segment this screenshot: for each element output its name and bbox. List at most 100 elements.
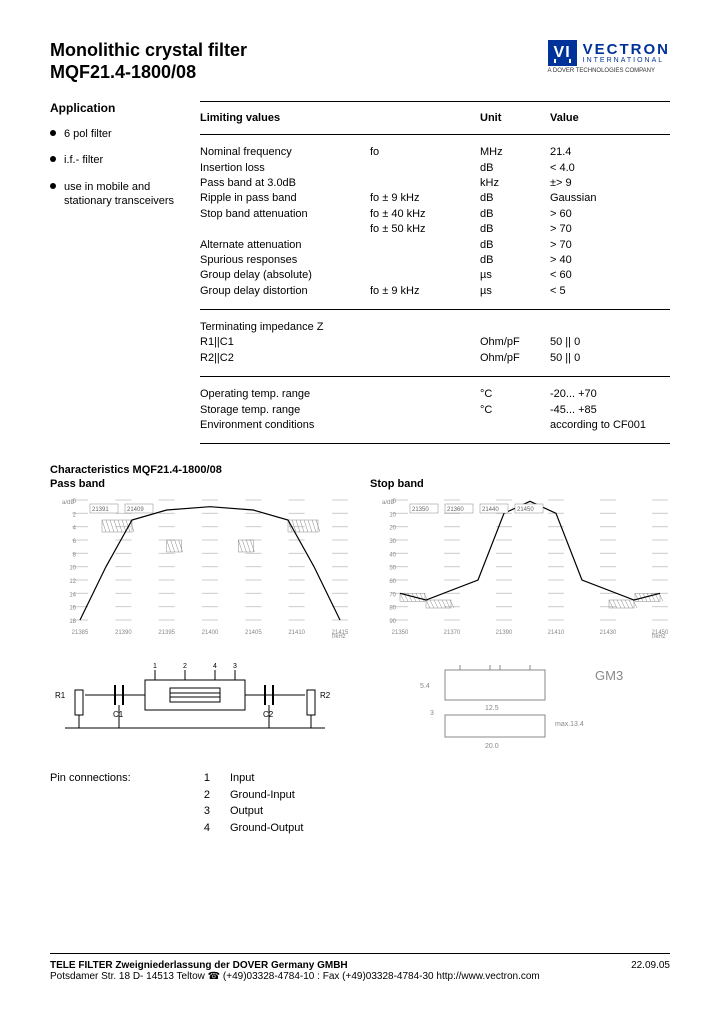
spec-unit: dB [480,207,550,222]
spec-row: R2||C2Ohm/pF50 || 0 [200,351,670,366]
svg-text:18: 18 [69,619,76,625]
spec-section-env: Operating temp. range°C-20... +70Storage… [200,376,670,444]
spec-value: > 40 [550,253,670,268]
spec-unit [480,418,550,433]
spec-param: Storage temp. range [200,403,370,418]
spec-cond [370,268,480,283]
spec-param: Operating temp. range [200,387,370,402]
spec-param: R2||C2 [200,351,370,366]
svg-text:21360: 21360 [447,507,464,513]
svg-text:R1: R1 [55,691,66,700]
spec-unit: dB [480,253,550,268]
spec-cond [370,176,480,191]
spec-row: Spurious responses dB> 40 [200,253,670,268]
spec-param: Ripple in pass band [200,191,370,206]
svg-text:2: 2 [183,663,187,670]
characteristics-title: Characteristics MQF21.4-1800/08 [50,464,670,476]
spec-value: > 70 [550,222,670,237]
spec-value: > 70 [550,238,670,253]
spec-unit: °C [480,387,550,402]
spec-table: Limiting values Unit Value Nominal frequ… [200,101,670,444]
stopband-label: Stop band [370,478,670,490]
svg-text:3: 3 [233,663,237,670]
svg-text:80: 80 [389,606,396,612]
spec-cond: fo ± 9 kHz [370,284,480,299]
spec-param: Spurious responses [200,253,370,268]
spec-unit: dB [480,191,550,206]
spec-row: Storage temp. range°C-45... +85 [200,403,670,418]
svg-text:10: 10 [389,513,396,519]
logo: VI VECTRON INTERNATIONAL A DOVER TECHNOL… [548,40,670,74]
svg-text:30: 30 [389,539,396,545]
passband-label: Pass band [50,478,350,490]
application-heading: Application [50,101,180,115]
spec-unit [480,320,550,335]
application-item: use in mobile and stationary transceiver… [50,180,180,209]
spec-row: Ripple in pass bandfo ± 9 kHzdBGaussian [200,191,670,206]
spec-cond [370,403,480,418]
spec-row: Group delay distortionfo ± 9 kHzµs< 5 [200,284,670,299]
spec-param: R1||C1 [200,335,370,350]
svg-text:C1: C1 [113,710,124,719]
svg-text:20.0: 20.0 [485,743,499,750]
svg-text:12: 12 [69,579,76,585]
svg-text:f/kHz: f/kHz [332,634,346,640]
header: Monolithic crystal filter MQF21.4-1800/0… [50,40,670,83]
application-item: i.f.- filter [50,153,180,167]
characteristics-section: Characteristics MQF21.4-1800/08 Pass ban… [50,464,670,640]
footer-date: 22.09.05 [631,960,670,971]
spec-row: Group delay (absolute)µs< 60 [200,268,670,283]
spec-h-value: Value [550,112,670,124]
spec-param: Nominal frequency [200,145,370,160]
spec-cond [370,161,480,176]
spec-unit: dB [480,222,550,237]
pin-connections: Pin connections: 1 Input 2Ground-Input 3… [50,770,670,836]
spec-unit: Ohm/pF [480,351,550,366]
footer: TELE FILTER Zweigniederlassung der DOVER… [50,953,670,982]
spec-value: > 60 [550,207,670,222]
logo-tagline: A DOVER TECHNOLOGIES COMPANY [548,68,670,74]
spec-param: Terminating impedance Z [200,320,370,335]
title-block: Monolithic crystal filter MQF21.4-1800/0… [50,40,247,83]
spec-h-param: Limiting values [200,112,370,124]
svg-text:21350: 21350 [412,507,429,513]
spec-cond [370,253,480,268]
application-sidebar: Application 6 pol filter i.f.- filter us… [50,101,180,444]
spec-row: Pass band at 3.0dBkHz±> 9 [200,176,670,191]
svg-text:a/dB: a/dB [382,500,394,506]
spec-section-impedance: Terminating impedance ZR1||C1Ohm/pF50 ||… [200,309,670,376]
svg-text:a/dB: a/dB [62,500,74,506]
spec-unit: dB [480,238,550,253]
title-line1: Monolithic crystal filter [50,40,247,62]
spec-row: Alternate attenuationdB> 70 [200,238,670,253]
svg-text:max.13.4: max.13.4 [555,721,584,728]
spec-unit: dB [480,161,550,176]
svg-text:21390: 21390 [115,630,132,636]
application-item: 6 pol filter [50,127,180,141]
svg-text:GM3: GM3 [595,668,623,683]
logo-mark: VI [548,40,577,66]
svg-text:90: 90 [389,619,396,625]
svg-text:12.5: 12.5 [485,705,499,712]
spec-value: -45... +85 [550,403,670,418]
spec-value: < 60 [550,268,670,283]
logo-name: VECTRON [583,42,670,57]
spec-cond: fo [370,145,480,160]
svg-text:3: 3 [430,710,434,717]
spec-param: Pass band at 3.0dB [200,176,370,191]
svg-text:40: 40 [389,553,396,559]
svg-text:21391: 21391 [92,507,109,513]
spec-param: Environment conditions [200,418,370,433]
footer-company: TELE FILTER Zweigniederlassung der DOVER… [50,960,348,971]
svg-text:60: 60 [389,579,396,585]
spec-cond [370,387,480,402]
package-drawing: GM3 5.4 12.5 max.13.4 20.0 3 [380,660,670,750]
spec-row: Insertion lossdB< 4.0 [200,161,670,176]
stopband-chart: Stop band 010203040506070809021350213702… [370,478,670,640]
svg-text:21350: 21350 [392,630,409,636]
spec-row: Terminating impedance Z [200,320,670,335]
svg-text:20: 20 [389,526,396,532]
spec-cond: fo ± 50 kHz [370,222,480,237]
svg-text:10: 10 [69,566,76,572]
svg-text:21410: 21410 [548,630,565,636]
